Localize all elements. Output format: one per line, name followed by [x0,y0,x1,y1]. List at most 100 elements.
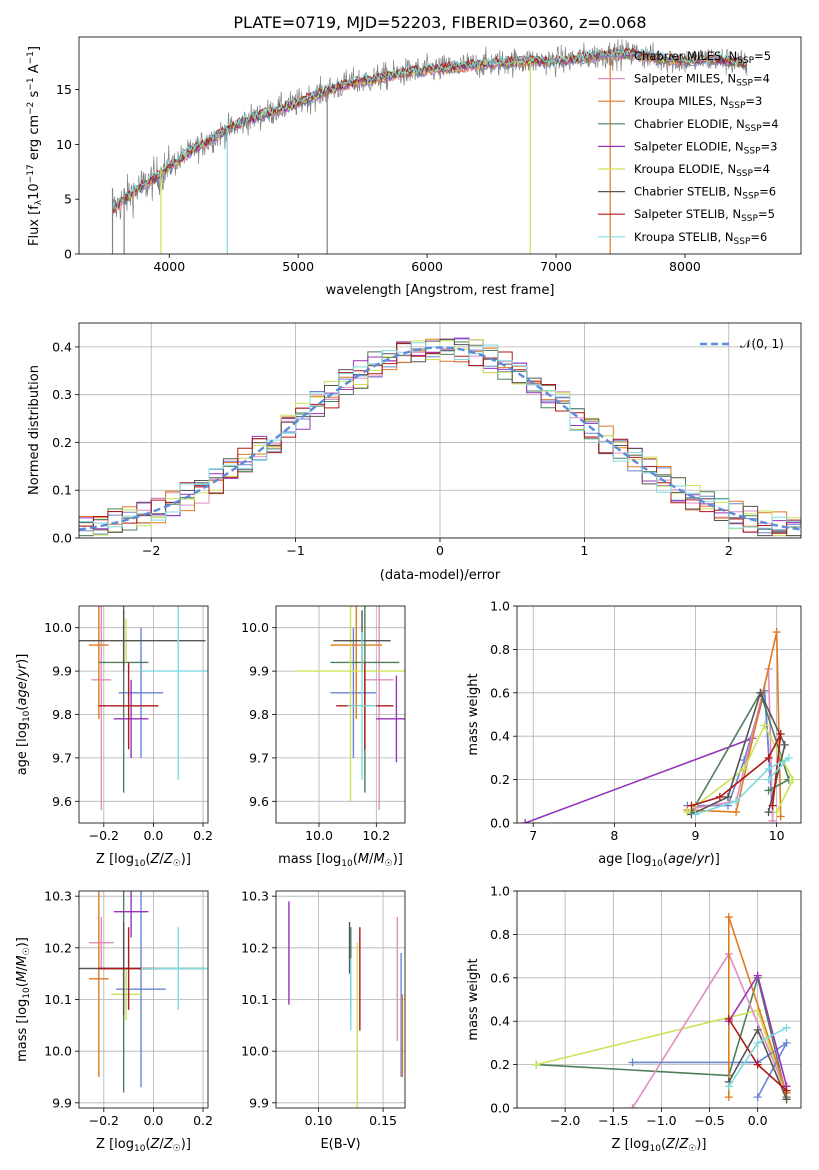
label-part: SSP [736,169,753,179]
label-part: ] [27,46,42,51]
y-tick-label: 0.2 [52,435,72,450]
y-tick-label: 0.4 [490,1014,510,1029]
weight-marker [782,1086,791,1095]
label-part: ( [661,1137,666,1152]
label-part: −2 [26,102,36,115]
plot-area [517,891,801,1108]
plot-area [517,606,801,823]
label-part: 10 [27,183,42,200]
histogram-step-line [79,342,801,530]
y-tick-label: 9.9 [249,1095,269,1110]
gaussian-curve [79,346,801,531]
y-tick-label: 10.0 [44,1044,72,1059]
label-part: ( [145,852,150,867]
weight-marker [782,1023,791,1032]
label-part: SSP [734,237,751,247]
weight-marker [782,1038,791,1047]
label-part: M [358,852,369,867]
label-part: =3 [745,94,762,108]
y-tick-label: 0.8 [490,642,510,657]
x-axis-label: age [log10(age/yr)] [598,852,720,869]
y-axis-label: mass [log10(M/M☉)] [15,937,32,1062]
label-part: Z [log [612,1137,650,1152]
x-tick-label: 5000 [282,259,314,274]
label-part: =3 [761,139,778,153]
label-part: / [159,1137,164,1152]
plot-area [79,323,801,538]
legend-label: Kroupa MILES, NSSP=3 [634,94,762,111]
weight-line [632,1042,788,1098]
label-part: SSP [741,214,758,224]
y-tick-label: 0.2 [490,772,510,787]
x-tick-label: 1 [580,543,588,558]
label-part: λ [34,199,44,205]
label-part: Chabrier ELODIE, N [634,117,745,131]
y-tick-label: 10.0 [241,1044,269,1059]
weight-marker [723,792,732,801]
figure-title: PLATE=0719, MJD=52203, FIBERID=0360, z=0… [233,13,646,32]
x-axis-label: E(B-V) [320,1137,360,1152]
y-tick-label: 9.9 [52,1095,72,1110]
axes-age_vs_Z: −0.2 0.0 0.2 9.6 9.7 9.8 9.9 10.0 [44,605,213,843]
label-part: Chabrier STELIB, N [634,185,742,199]
label-part: / [159,852,164,867]
weight-marker [764,775,773,784]
label-part: Chabrier MILES, N [634,49,737,63]
label-part: age [15,681,30,705]
x-tick-label: 7 [529,828,537,843]
weight-marker [756,688,765,697]
label-part: Z [log [96,1137,134,1152]
label-part: ☉ [385,859,393,869]
x-axis-label: wavelength [Angstrom, rest frame] [326,283,555,298]
label-part: age [log [15,722,30,775]
label-part: SSP [742,192,759,202]
y-tick-label: 10.1 [241,992,269,1007]
weight-marker [776,812,785,821]
label-part: )] [15,654,30,664]
y-tick-label: 9.6 [52,794,72,809]
x-tick-label: 8000 [669,259,701,274]
label-part: =5 [754,49,771,63]
weight-marker [732,797,741,806]
plot-area [111,39,748,254]
y-tick-label: 0.4 [52,339,72,354]
weight-marker [764,808,773,817]
x-tick-label: 10 [769,828,785,843]
weight-marker [740,764,749,773]
label-part: Flux [f [27,205,42,246]
label-part: M [373,852,384,867]
label-part: =6 [759,185,776,199]
axes-weight_vs_Z: −2.0 −1.5 −1.0 −0.5 0.0 0.0 0.2 0.4 0.6 0.8 1.0 [490,884,802,1128]
label-part: =4 [753,72,770,86]
weight-marker [732,808,741,817]
weight-line [536,974,788,1098]
legend-label: 𝒩(0, 1) [740,337,784,351]
label-part: ( [15,982,30,987]
x-tick-label: 0.0 [748,1113,768,1128]
y-axis-label: Normed distribution [27,365,42,495]
label-part: age [668,852,692,867]
label-part: Z [678,1137,689,1152]
legend-label: Kroupa ELODIE, NSSP=4 [634,162,770,179]
x-tick-label: −2 [142,543,160,558]
label-part: )] [393,852,403,867]
legend-label: Salpeter STELIB, NSSP=5 [634,207,775,224]
x-tick-label: 0.0 [143,1113,163,1128]
y-axis-label: age [log10(age/yr)] [15,654,32,776]
label-part: ☉ [688,1144,696,1154]
label-part: Z [150,1137,161,1152]
label-part: ( [353,852,358,867]
axes-age_vs_mass: 10.0 10.2 9.6 9.7 9.8 9.9 10.0 [241,605,406,843]
x-axis-label: (data-model)/error [380,568,501,583]
label-part: =6 [750,230,767,244]
weight-marker [724,1082,733,1091]
x-tick-label: −0.5 [694,1113,724,1128]
y-tick-label: 10.1 [44,992,72,1007]
label-part: M [15,955,30,966]
x-tick-label: 10.2 [362,828,390,843]
label-part: 10 [22,987,32,999]
x-tick-label: 0.0 [143,828,163,843]
axes-frame [516,890,802,1109]
x-tick-label: 0.10 [305,1113,333,1128]
